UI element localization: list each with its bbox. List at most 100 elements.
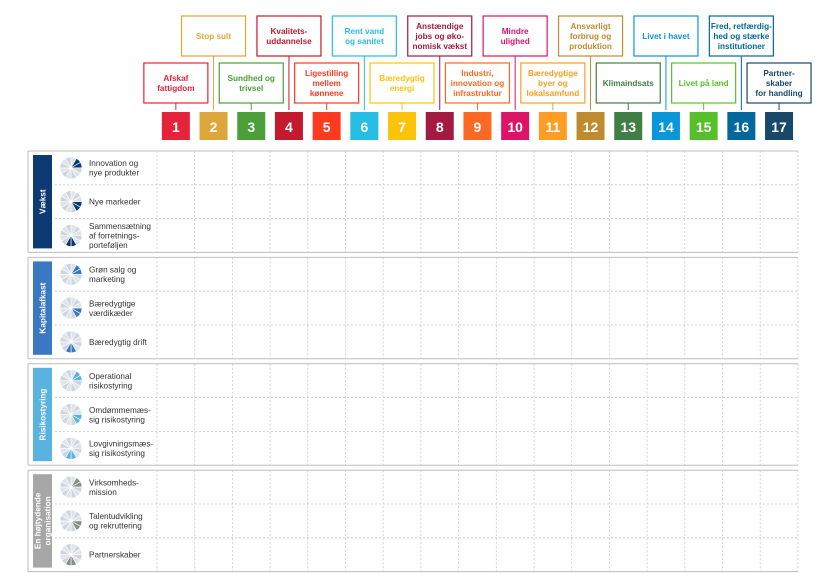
goal-number: 4 <box>285 119 293 135</box>
goal-label: Sundhed og trivsel <box>228 74 275 93</box>
row-1-1: Bæredygtige værdikæder <box>59 296 136 320</box>
row-label: Talentudvikling og rekruttering <box>89 512 143 531</box>
goal-number-tile <box>425 112 454 140</box>
goal-label-box <box>482 15 548 57</box>
category-3: En højtydendeorganisation <box>33 474 53 568</box>
goal-number-tile <box>576 112 605 140</box>
goal-number-tile <box>501 112 530 140</box>
row-label: Nye markeder <box>89 198 141 207</box>
goal-label: Ansvarligt forbrug og produktion <box>569 22 612 51</box>
row-label: Innovation og nye produkter <box>89 159 139 178</box>
matrix-grid <box>27 150 799 573</box>
row-label: Sammensætning af forretnings-porteføljen <box>89 222 151 250</box>
category-label: Risikostyring <box>39 389 48 441</box>
pie-segment-icon <box>59 436 83 460</box>
goal-number: 8 <box>436 119 444 135</box>
pie-segment-icon <box>59 330 83 354</box>
goal-label: Partner-skaber for handling <box>755 69 802 98</box>
category-bar <box>33 261 52 355</box>
goal-number: 3 <box>247 119 255 135</box>
goal-label: Livet i havet <box>642 32 690 41</box>
row-label: Omdømmemæs-sig risikostyring <box>89 406 151 425</box>
goal-label: Bæredygtige byer og lokalsamfund <box>526 69 579 98</box>
goal-11: Bæredygtige byer og lokalsamfund 11 <box>520 62 586 140</box>
row-3-2: Partnerskaber <box>59 543 141 567</box>
row-3-0: Virksomheds-mission <box>59 475 139 499</box>
pie-segment-icon <box>59 224 83 247</box>
category-label: En højtydendeorganisation <box>34 492 53 549</box>
row-2-1: Omdømmemæs-sig risikostyring <box>59 403 151 426</box>
category-bar <box>33 367 52 462</box>
goal-8: Anstændige jobs og øko-nomisk vækst 8 <box>407 15 473 140</box>
goal-number-tile <box>388 112 417 140</box>
goal-14: Livet i havet 14 <box>633 15 699 140</box>
goal-label-box <box>746 62 812 104</box>
pie-segment-icon <box>59 156 83 180</box>
row-3-1: Talentudvikling og rekruttering <box>59 509 143 533</box>
goal-label: Fred, retfærdig-hed og stærke institution… <box>711 22 772 51</box>
goal-label-box <box>671 62 737 104</box>
goal-number-tile <box>161 112 190 140</box>
goal-number: 1 <box>172 119 180 135</box>
goal-label: Livet på land <box>679 78 729 88</box>
goal-number-tile <box>237 112 266 140</box>
goal-number: 2 <box>210 119 218 135</box>
goal-number: 7 <box>398 119 406 135</box>
row-label: Grøn salg og marketing <box>89 266 137 285</box>
category-1: Kapitalafkast <box>33 261 52 355</box>
goal-number: 14 <box>658 119 674 135</box>
goal-label: Ligestilling mellem kønnene <box>305 69 348 98</box>
goal-number: 5 <box>323 119 331 135</box>
pie-segment-icon <box>59 543 83 567</box>
goal-label: Bæredygtig energi <box>379 74 425 93</box>
pie-segment-icon <box>59 403 83 426</box>
goal-label: Mindre ulighed <box>501 27 530 46</box>
pie-segment-icon <box>59 509 83 533</box>
goal-label-box <box>708 15 774 57</box>
goal-5: Ligestilling mellem kønnene 5 <box>294 62 360 140</box>
goal-label-box <box>294 62 360 104</box>
pie-segment-icon <box>59 296 83 320</box>
goal-label-box <box>143 62 209 104</box>
pie-segment-icon <box>59 475 83 499</box>
row-0-0: Innovation og nye produkter <box>59 156 139 180</box>
goal-number: 16 <box>734 119 750 135</box>
row-1-0: Grøn salg og marketing <box>59 262 137 286</box>
goal-label: Afskaf fattigdom <box>157 74 194 93</box>
category-0: Vækst <box>33 155 52 249</box>
goal-12: Ansvarligt forbrug og produktion 12 <box>557 15 624 140</box>
row-0-2: Sammensætning af forretnings-porteføljen <box>59 222 151 250</box>
goal-3: Sundhed og trivsel 3 <box>218 62 284 140</box>
goal-number-tile <box>765 112 794 140</box>
category-label: Vækst <box>39 189 48 214</box>
category-label: Kapitalafkast <box>39 282 48 333</box>
goal-15: Livet på land 15 <box>671 62 737 140</box>
goal-number-tile <box>689 112 718 140</box>
goal-number-tile <box>614 112 643 140</box>
goal-label: Stop sult <box>196 32 231 41</box>
goal-label-box <box>595 62 661 104</box>
goal-13: Klimaindsats 13 <box>595 62 661 140</box>
goal-label-box <box>557 15 624 57</box>
goal-7: Bæredygtig energi 7 <box>369 62 435 140</box>
row-label: Lovgivningsmæs-sig risikostyring <box>89 440 153 459</box>
goal-label-box <box>633 15 699 57</box>
row-label: Bæredygtige værdikæder <box>89 299 136 318</box>
goal-number-tile <box>538 112 567 140</box>
row-label: Operational risikostyring <box>89 372 133 391</box>
row-0-1: Nye markeder <box>59 190 141 214</box>
goal-number: 6 <box>360 119 368 135</box>
goal-label-box <box>520 62 586 104</box>
category-bar <box>33 474 52 568</box>
goal-number: 9 <box>474 119 482 135</box>
goal-number-tile <box>199 112 228 140</box>
goal-number-tile <box>350 112 379 140</box>
row-label: Virksomheds-mission <box>89 478 139 497</box>
pie-segment-icon <box>59 369 83 393</box>
goal-number: 10 <box>507 119 523 135</box>
goal-label-box <box>180 15 247 57</box>
goal-number: 13 <box>620 119 636 135</box>
goal-label-box <box>369 62 435 104</box>
goal-9: Industri, innovation og infrastruktur 9 <box>444 62 511 140</box>
